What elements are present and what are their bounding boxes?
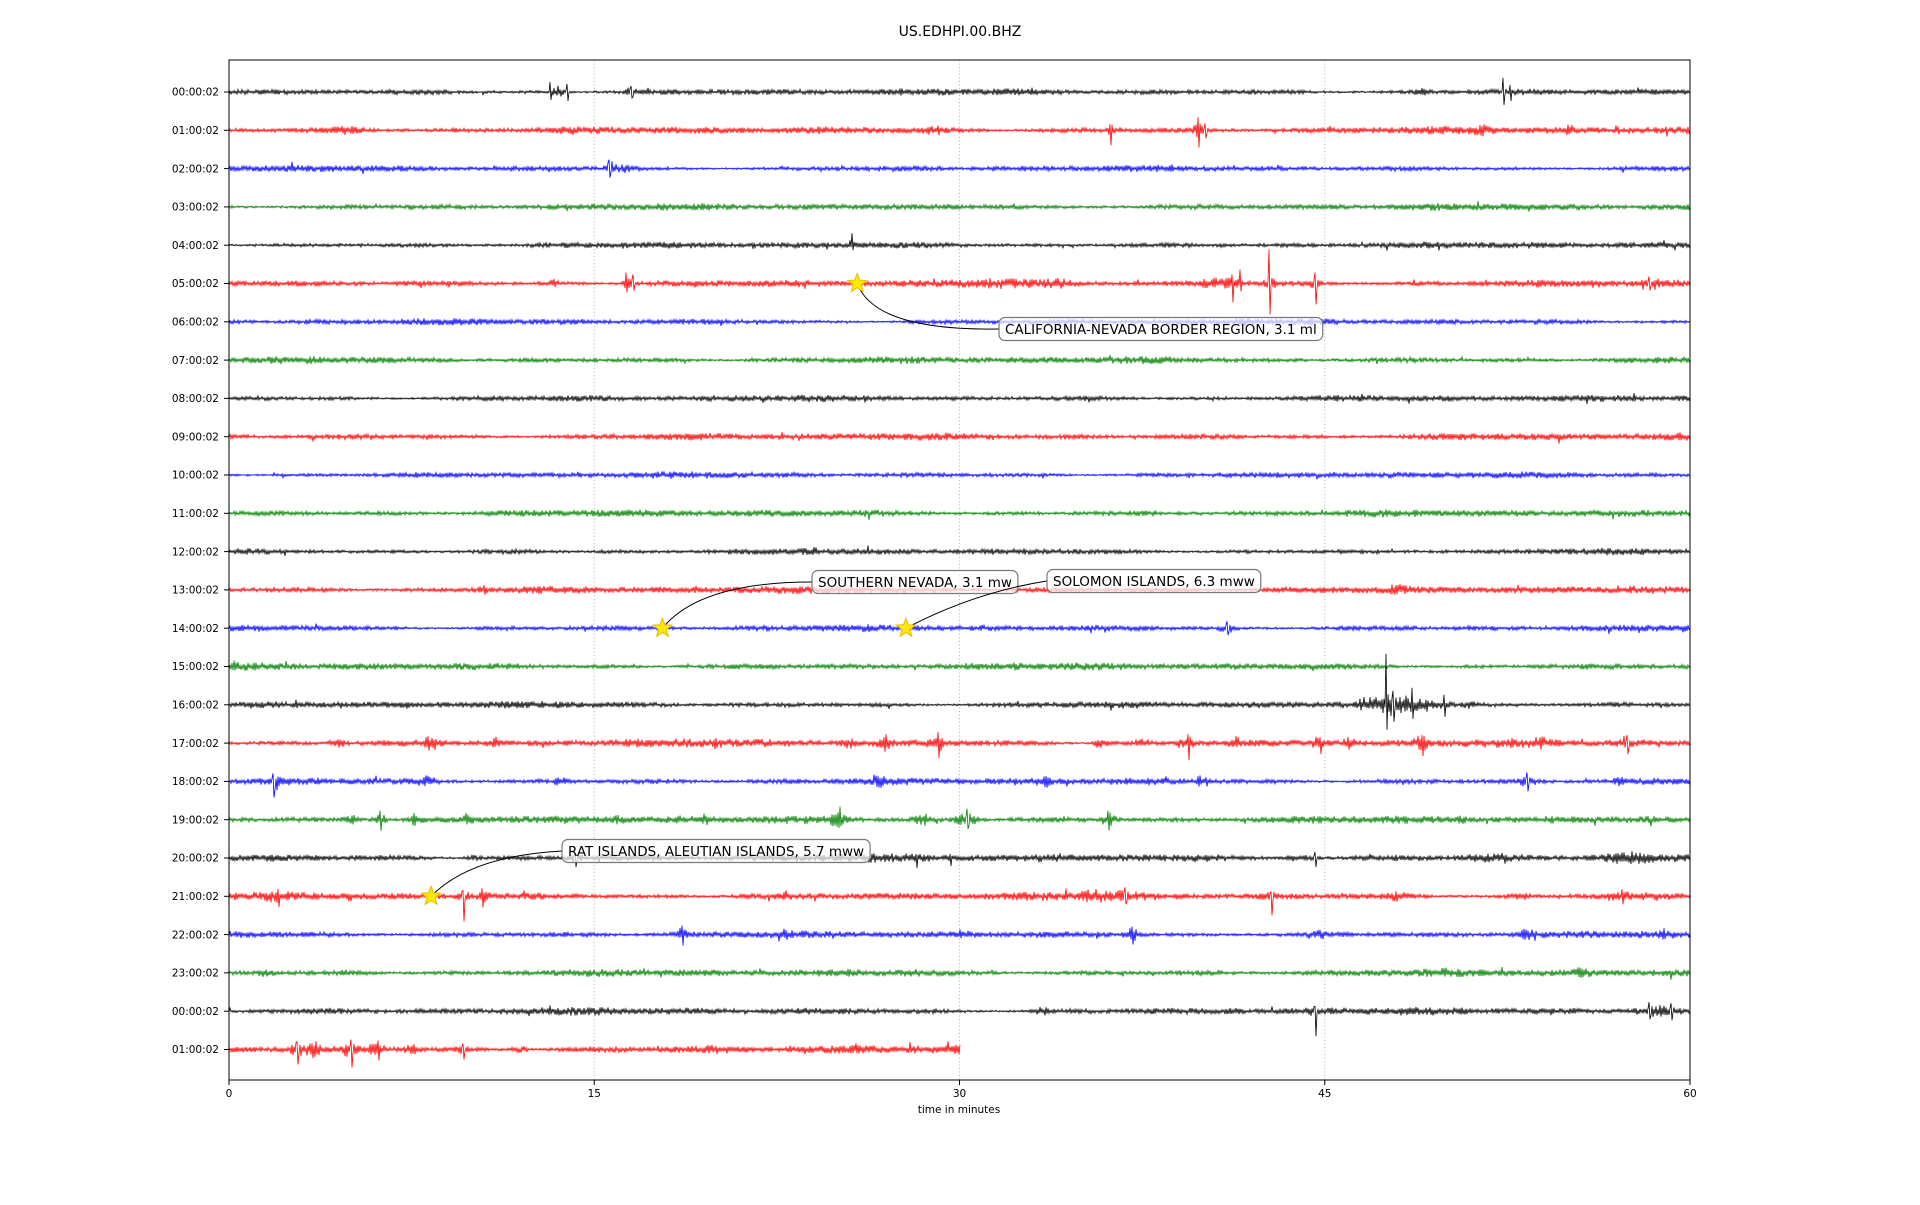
event-star-group xyxy=(420,272,917,906)
event-star xyxy=(846,272,869,293)
seismogram-trace-row-18 xyxy=(228,772,1691,798)
event-star xyxy=(420,884,442,906)
y-tick-label: 07:00:02 xyxy=(172,355,219,367)
annotation-label: SOLOMON ISLANDS, 6.3 mww xyxy=(1053,574,1255,590)
y-tick-label: 05:00:02 xyxy=(172,278,219,290)
seismogram-trace-row-10 xyxy=(228,470,1691,480)
plot-title: US.EDHPI.00.BHZ xyxy=(899,24,1022,40)
y-tick-label: 11:00:02 xyxy=(172,508,219,520)
seismogram-trace-row-0 xyxy=(228,77,1691,106)
y-tick-label: 00:00:02 xyxy=(172,87,219,99)
y-tick-label: 08:00:02 xyxy=(172,393,219,405)
seismogram-trace-row-6 xyxy=(228,317,1691,327)
seismogram-trace-row-24 xyxy=(228,1002,1691,1037)
annotation-leader xyxy=(430,850,563,897)
y-tick-label: 23:00:02 xyxy=(172,968,219,980)
y-tick-label: 13:00:02 xyxy=(172,585,219,597)
x-axis: 0 15 30 45 60 xyxy=(226,1080,1697,1100)
seismogram-trace-row-3 xyxy=(228,201,1691,212)
seismogram-trace-row-19 xyxy=(228,806,1691,831)
y-axis: 00:00:02 01:00:02 02:00:02 03:00:02 04:00:02… xyxy=(172,87,229,1056)
seismogram-trace-row-8 xyxy=(228,393,1691,404)
y-tick-label: 18:00:02 xyxy=(172,776,219,788)
y-tick-label: 20:00:02 xyxy=(172,853,219,865)
seismogram-trace-row-9 xyxy=(228,432,1691,444)
annotation-box xyxy=(1046,568,1262,594)
annotation-group: CALIFORNIA-NEVADA BORDER REGION, 3.1 ml S… xyxy=(430,283,1324,897)
y-tick-label: 04:00:02 xyxy=(172,240,219,252)
annotation-box xyxy=(561,838,871,864)
annotation-box xyxy=(811,569,1019,595)
x-tick-label: 30 xyxy=(953,1088,966,1100)
annotation-leader xyxy=(905,580,1048,629)
y-tick-label: 00:00:02 xyxy=(172,1006,219,1018)
x-tick-label: 0 xyxy=(226,1088,233,1100)
annotation-label: RAT ISLANDS, ALEUTIAN ISLANDS, 5.7 mww xyxy=(568,844,864,860)
y-tick-label: 16:00:02 xyxy=(172,700,219,712)
x-tick-label: 60 xyxy=(1683,1088,1696,1100)
y-tick-label: 02:00:02 xyxy=(172,163,219,175)
annotation-leader xyxy=(662,581,813,629)
y-tick-label: 12:00:02 xyxy=(172,546,219,558)
seismogram-trace-row-20 xyxy=(228,851,1691,869)
y-tick-label: 09:00:02 xyxy=(172,431,219,443)
seismogram-trace-row-2 xyxy=(228,159,1691,178)
y-tick-label: 14:00:02 xyxy=(172,623,219,635)
y-tick-label: 10:00:02 xyxy=(172,470,219,482)
y-tick-label: 01:00:02 xyxy=(172,1044,219,1056)
annotation-box xyxy=(998,316,1324,342)
x-axis-label: time in minutes xyxy=(918,1104,1000,1116)
seismogram-trace-row-1 xyxy=(228,117,1691,148)
y-tick-label: 19:00:02 xyxy=(172,814,219,826)
x-tick-label: 45 xyxy=(1318,1088,1331,1100)
event-star xyxy=(651,616,674,638)
annotation-label: CALIFORNIA-NEVADA BORDER REGION, 3.1 ml xyxy=(1005,322,1317,338)
seismogram-trace-row-11 xyxy=(228,508,1691,521)
seismogram-trace-row-15 xyxy=(228,660,1691,672)
y-tick-label: 01:00:02 xyxy=(172,125,219,137)
x-tick-label: 15 xyxy=(588,1088,601,1100)
seismogram-trace-row-16 xyxy=(228,653,1691,730)
annotation-leader xyxy=(856,283,1000,330)
event-star xyxy=(895,616,917,638)
seismogram-trace-row-5 xyxy=(228,249,1691,315)
seismogram-trace-row-23 xyxy=(228,967,1691,980)
seismogram-trace-row-12 xyxy=(228,545,1691,556)
seismogram-trace-row-21 xyxy=(228,887,1691,922)
y-tick-label: 03:00:02 xyxy=(172,202,219,214)
seismogram-trace-row-25 xyxy=(228,1039,961,1068)
annotation-label: SOUTHERN NEVADA, 3.1 mw xyxy=(818,575,1012,591)
y-tick-label: 15:00:02 xyxy=(172,661,219,673)
y-tick-label: 22:00:02 xyxy=(172,929,219,941)
y-tick-label: 06:00:02 xyxy=(172,317,219,329)
seismogram-trace-row-4 xyxy=(228,233,1691,251)
seismogram-trace-row-7 xyxy=(228,354,1691,365)
seismogram-trace-row-17 xyxy=(228,732,1691,761)
seismogram-trace-row-22 xyxy=(228,925,1691,946)
y-tick-label: 17:00:02 xyxy=(172,738,219,750)
seismogram-trace-row-14 xyxy=(228,621,1691,636)
y-tick-label: 21:00:02 xyxy=(172,891,219,903)
